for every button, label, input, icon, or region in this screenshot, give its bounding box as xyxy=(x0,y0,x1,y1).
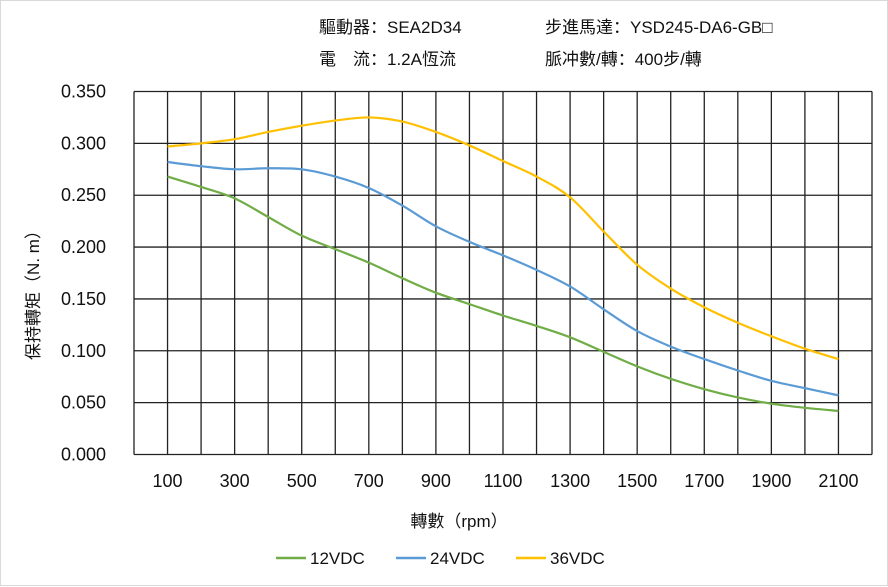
series-line-24VDC xyxy=(167,160,839,397)
x-tick-label: 1100 xyxy=(484,471,523,491)
current-info: 電 流：1.2A恆流 xyxy=(319,50,456,69)
x-tick-label: 900 xyxy=(421,471,451,491)
y-tick-label: 0.150 xyxy=(61,289,106,309)
x-axis-label: 轉數（rpm） xyxy=(410,512,507,531)
x-tick-label: 300 xyxy=(220,471,250,491)
y-tick-label: 0.200 xyxy=(61,237,106,257)
x-tick-label: 1300 xyxy=(550,471,590,491)
y-tick-label: 0.050 xyxy=(61,393,106,413)
legend-label: 12VDC xyxy=(310,549,365,568)
legend: 12VDC 24VDC 36VDC xyxy=(276,549,605,568)
series-line-36VDC xyxy=(167,116,839,361)
legend-label: 24VDC xyxy=(430,549,485,568)
motor-info: 步進馬達：YSD245-DA6-GB□ xyxy=(545,18,773,37)
y-tick-label: 0.250 xyxy=(61,185,106,205)
y-tick-label: 0.300 xyxy=(61,133,106,153)
y-axis-label: 保持轉矩（N. m） xyxy=(24,222,43,360)
y-tick-label: 0.100 xyxy=(61,341,106,361)
x-tick-label: 1900 xyxy=(751,471,791,491)
series-line-12VDC xyxy=(167,175,839,413)
driver-info: 驅動器：SEA2D34 xyxy=(319,18,462,37)
x-tick-label: 500 xyxy=(287,471,317,491)
x-tick-label: 1700 xyxy=(684,471,724,491)
x-tick-label: 2100 xyxy=(818,471,858,491)
x-tick-label: 700 xyxy=(354,471,384,491)
x-tick-label: 100 xyxy=(153,471,183,491)
grid xyxy=(133,90,873,456)
y-tick-label: 0.000 xyxy=(61,445,106,465)
pulse-info: 脈冲數/轉：400步/轉 xyxy=(545,50,702,69)
x-tick-label: 1500 xyxy=(617,471,657,491)
y-tick-label: 0.350 xyxy=(61,82,106,102)
legend-label: 36VDC xyxy=(550,549,605,568)
